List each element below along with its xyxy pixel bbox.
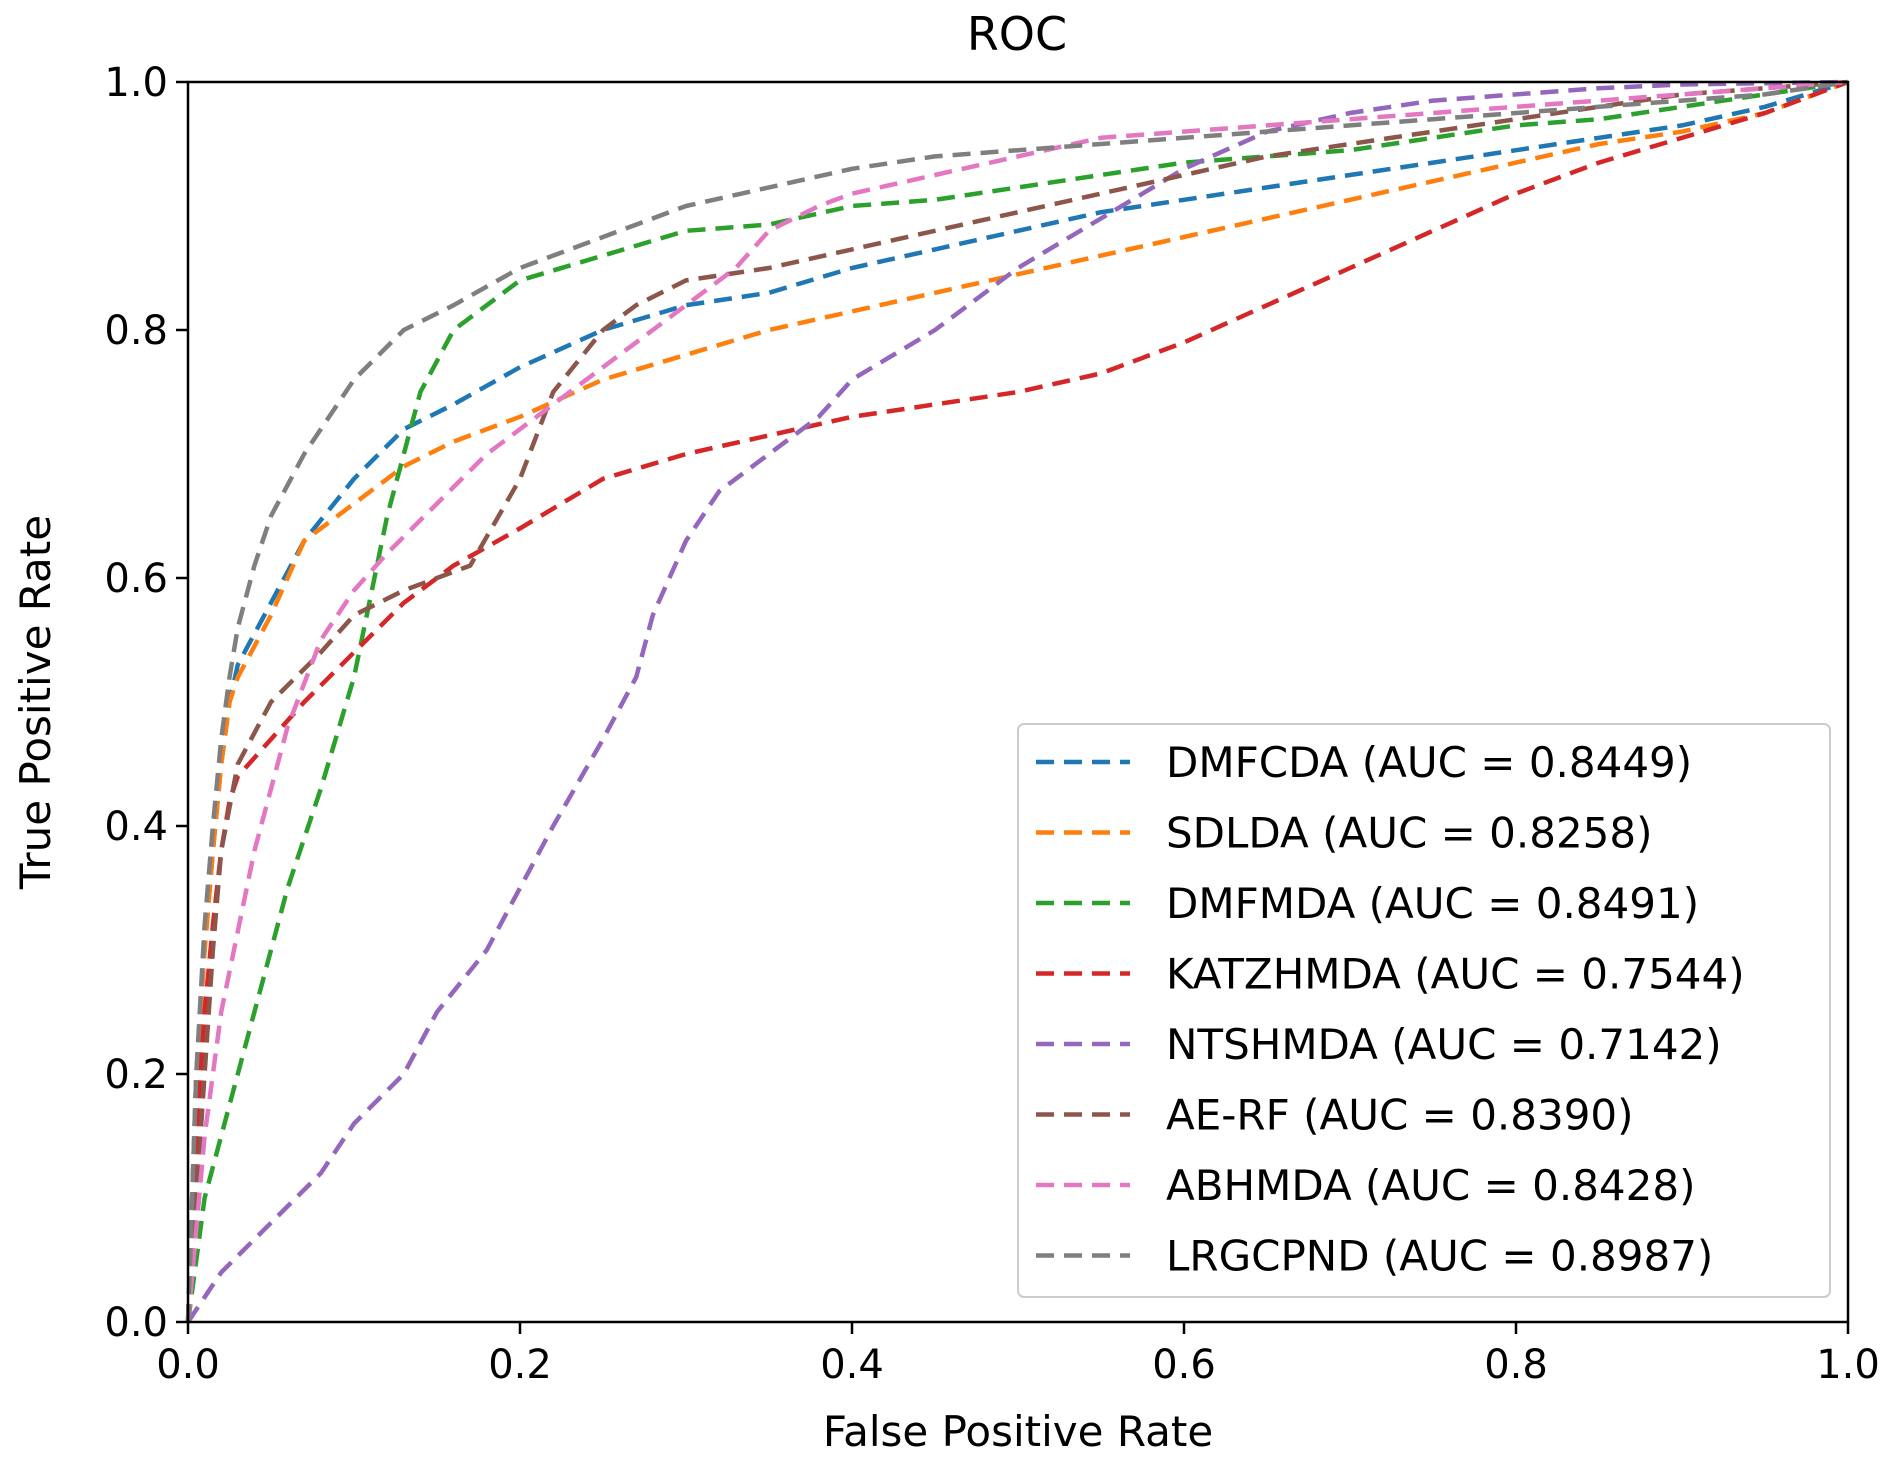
y-tick-label: 1.0 — [104, 60, 168, 106]
x-axis-ticks: 0.0 0.2 0.4 0.6 0.8 1.0 — [156, 1322, 1880, 1388]
y-tick-label: 0.2 — [104, 1052, 168, 1098]
series-line-5 — [185, 79, 1849, 1323]
x-tick-label: 0.2 — [488, 1342, 552, 1388]
x-tick-label: 1.0 — [1816, 1342, 1880, 1388]
x-tick-label: 0.0 — [156, 1342, 220, 1388]
y-axis-ticks: 0.0 0.2 0.4 0.6 0.8 1.0 — [104, 60, 188, 1346]
y-tick-label: 0.4 — [104, 804, 168, 850]
x-tick-label: 0.4 — [820, 1342, 884, 1388]
x-tick-label: 0.8 — [1484, 1342, 1548, 1388]
legend-label-2: DMFMDA (AUC = 0.8491) — [1166, 879, 1699, 928]
y-axis-label: True Positive Rate — [11, 515, 60, 890]
legend-items: DMFCDA (AUC = 0.8449) SDLDA (AUC = 0.8258… — [1036, 738, 1745, 1281]
y-tick-label: 0.8 — [104, 308, 168, 354]
legend-label-4: NTSHMDA (AUC = 0.7142) — [1166, 1020, 1722, 1069]
legend-box — [1017, 723, 1831, 1298]
plot-frame — [186, 80, 1850, 1324]
legend-label-3: KATZHMDA (AUC = 0.7544) — [1166, 950, 1745, 999]
y-tick-label: 0.6 — [104, 556, 168, 602]
chart-title: ROC — [967, 7, 1067, 61]
legend-label-5: AE-RF (AUC = 0.8390) — [1166, 1091, 1634, 1140]
legend-label-6: ABHMDA (AUC = 0.8428) — [1166, 1161, 1695, 1210]
legend: DMFCDA (AUC = 0.8449) SDLDA (AUC = 0.8258… — [1017, 723, 1831, 1298]
x-axis-label: False Positive Rate — [823, 1407, 1213, 1456]
series-line-4 — [186, 79, 1849, 1324]
x-tick-label: 0.6 — [1152, 1342, 1216, 1388]
legend-label-0: DMFCDA (AUC = 0.8449) — [1166, 738, 1692, 787]
series-line-2 — [185, 79, 1849, 1323]
legend-label-1: SDLDA (AUC = 0.8258) — [1166, 809, 1653, 858]
legend-label-7: LRGCPND (AUC = 0.8987) — [1166, 1232, 1713, 1281]
series-line-1 — [185, 79, 1849, 1323]
y-tick-label: 0.0 — [104, 1300, 168, 1346]
plot-lines — [185, 79, 1849, 1324]
